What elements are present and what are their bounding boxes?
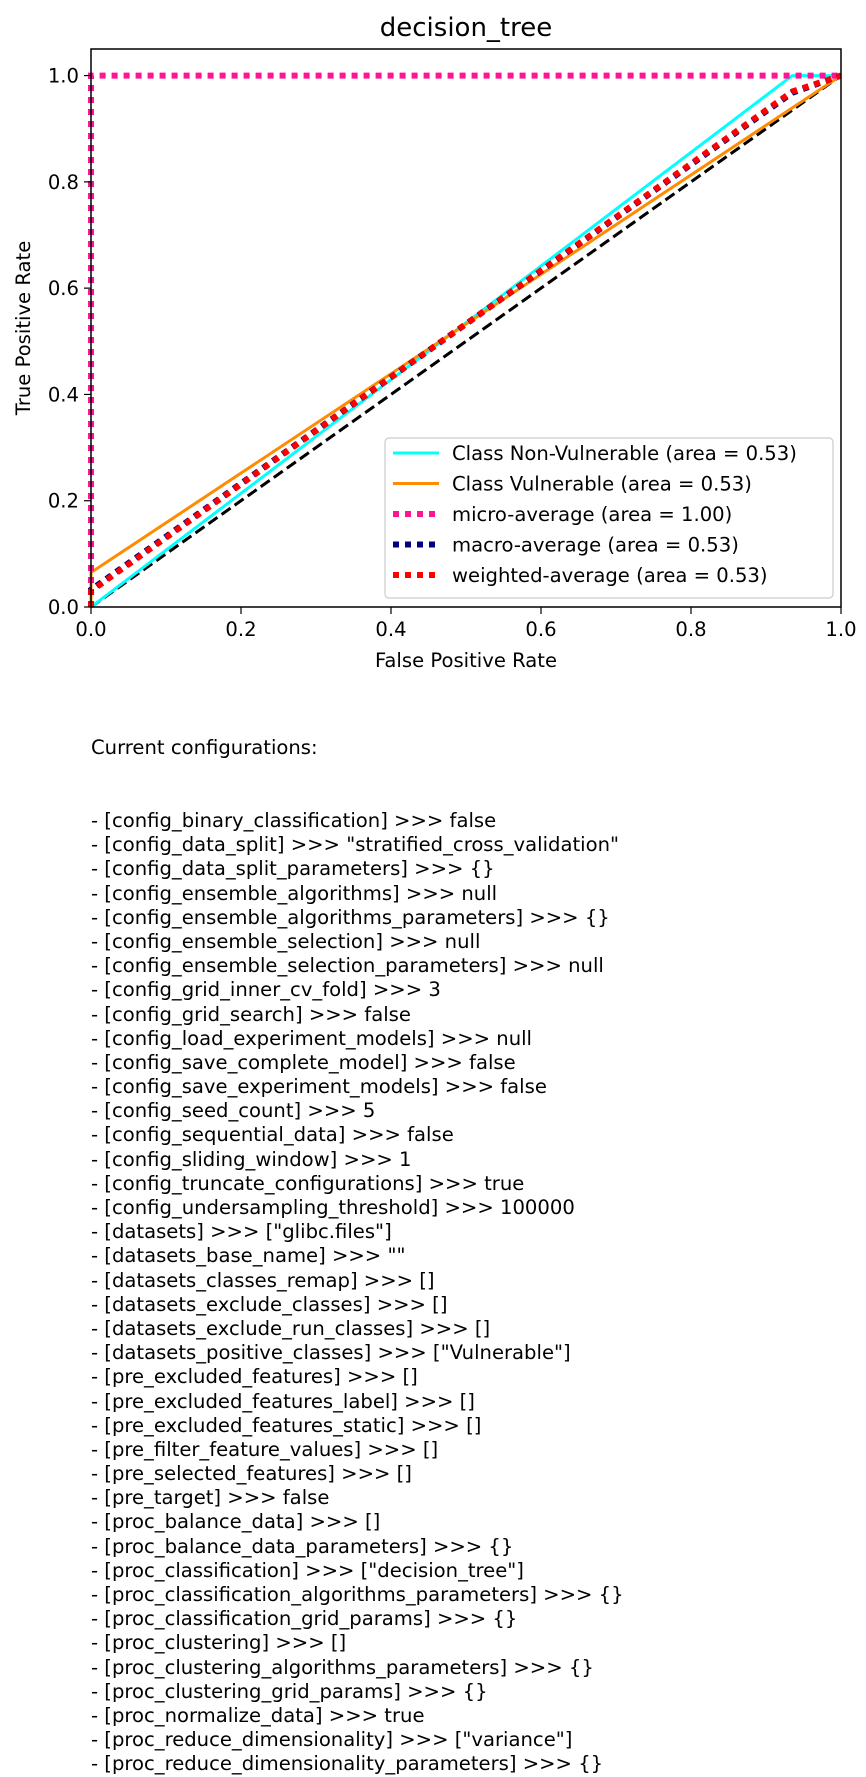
configuration-line: - [config_seed_count] >>> 5 (91, 1099, 851, 1123)
configuration-line: - [pre_excluded_features_static] >>> [] (91, 1414, 851, 1438)
configuration-line: - [pre_excluded_features] >>> [] (91, 1365, 851, 1389)
configuration-line: - [pre_excluded_features_label] >>> [] (91, 1390, 851, 1414)
x-tick-label: 0.0 (75, 618, 106, 641)
configuration-line: - [proc_reduce_dimensionality] >>> ["var… (91, 1728, 851, 1752)
configuration-line: - [proc_clustering_algorithms_parameters… (91, 1656, 851, 1680)
y-tick-label: 0.8 (48, 171, 79, 194)
y-axis-label: True Positive Rate (12, 241, 35, 417)
configuration-line: - [config_undersampling_threshold] >>> 1… (91, 1196, 851, 1220)
x-tick-label: 0.2 (225, 618, 256, 641)
configuration-line: - [proc_balance_data] >>> [] (91, 1510, 851, 1534)
configuration-line: - [config_truncate_configurations] >>> t… (91, 1172, 851, 1196)
configuration-line: - [datasets_exclude_run_classes] >>> [] (91, 1317, 851, 1341)
configuration-lines: - [config_binary_classification] >>> fal… (91, 809, 851, 833)
configuration-line: - [config_data_split] >>> "stratified_cr… (91, 833, 851, 857)
configuration-line: - [config_load_experiment_models] >>> nu… (91, 1027, 851, 1051)
y-tick-label: 1.0 (48, 65, 79, 88)
configuration-line: - [config_ensemble_algorithms_parameters… (91, 906, 851, 930)
configuration-line: - [config_ensemble_selection_parameters]… (91, 954, 851, 978)
y-tick-label: 0.4 (48, 383, 79, 406)
y-axis-ticks: 0.0 0.2 0.4 0.6 0.8 1.0 (48, 65, 91, 619)
x-tick-label: 0.4 (375, 618, 406, 641)
configuration-line: - [config_binary_classification] >>> fal… (91, 809, 851, 833)
roc-chart: decision_tree 0.0 0.2 0.4 0.6 0.8 1.0 0.00.20… (0, 0, 866, 680)
legend-label-1: Class Vulnerable (area = 0.53) (452, 473, 752, 496)
legend-label-0: Class Non-Vulnerable (area = 0.53) (452, 442, 797, 465)
legend-label-2: micro-average (area = 1.00) (452, 503, 732, 526)
x-tick-label: 0.6 (525, 618, 556, 641)
configuration-line: - [pre_filter_feature_values] >>> [] (91, 1438, 851, 1462)
x-axis-label: False Positive Rate (375, 649, 557, 672)
configuration-line: - [proc_normalize_data] >>> true (91, 1704, 851, 1728)
y-tick-label: 0.0 (48, 596, 79, 619)
configuration-line: - [datasets_base_name] >>> "" (91, 1244, 851, 1268)
configuration-line: - [proc_classification_algorithms_parame… (91, 1583, 851, 1607)
configuration-line: - [config_ensemble_algorithms] >>> null (91, 882, 851, 906)
configuration-line: - [proc_classification_grid_params] >>> … (91, 1607, 851, 1631)
configuration-line: - [proc_clustering_grid_params] >>> {} (91, 1680, 851, 1704)
legend-label-3: macro-average (area = 0.53) (452, 534, 739, 557)
legend: Class Non-Vulnerable (area = 0.53) Class … (385, 438, 833, 598)
configuration-line: - [config_sequential_data] >>> false (91, 1123, 851, 1147)
y-tick-label: 0.6 (48, 277, 79, 300)
configuration-line: - [datasets_positive_classes] >>> ["Vuln… (91, 1341, 851, 1365)
configuration-line: - [config_data_split_parameters] >>> {} (91, 857, 851, 881)
configuration-line: - [pre_selected_features] >>> [] (91, 1462, 851, 1486)
legend-label-4: weighted-average (area = 0.53) (452, 564, 768, 587)
y-tick-label: 0.2 (48, 490, 79, 513)
configuration-line: - [config_grid_inner_cv_fold] >>> 3 (91, 978, 851, 1002)
configuration-line: - [proc_clustering] >>> [] (91, 1631, 851, 1655)
configuration-line: - [proc_balance_data_parameters] >>> {} (91, 1535, 851, 1559)
configuration-header: Current configurations: (91, 736, 851, 760)
configuration-line: - [proc_reduce_dimensionality_parameters… (91, 1752, 851, 1776)
configuration-line: - [config_grid_search] >>> false (91, 1003, 851, 1027)
x-axis-ticks: 0.0 0.2 0.4 0.6 0.8 1.0 (75, 607, 856, 641)
configuration-line: - [datasets] >>> ["glibc.files"] (91, 1220, 851, 1244)
configuration-line: - [datasets_exclude_classes] >>> [] (91, 1293, 851, 1317)
configuration-line: - [config_save_experiment_models] >>> fa… (91, 1075, 851, 1099)
configuration-line: - [config_save_complete_model] >>> false (91, 1051, 851, 1075)
configuration-list: Current configurations: - [config_binary… (91, 688, 851, 857)
x-tick-label: 0.8 (675, 618, 706, 641)
configuration-line: - [pre_target] >>> false (91, 1486, 851, 1510)
x-tick-label: 1.0 (825, 618, 856, 641)
configuration-line: - [config_sliding_window] >>> 1 (91, 1148, 851, 1172)
chart-title: decision_tree (380, 13, 552, 43)
configuration-line: - [config_ensemble_selection] >>> null (91, 930, 851, 954)
configuration-line: - [datasets_classes_remap] >>> [] (91, 1269, 851, 1293)
configuration-line: - [proc_classification] >>> ["decision_t… (91, 1559, 851, 1583)
